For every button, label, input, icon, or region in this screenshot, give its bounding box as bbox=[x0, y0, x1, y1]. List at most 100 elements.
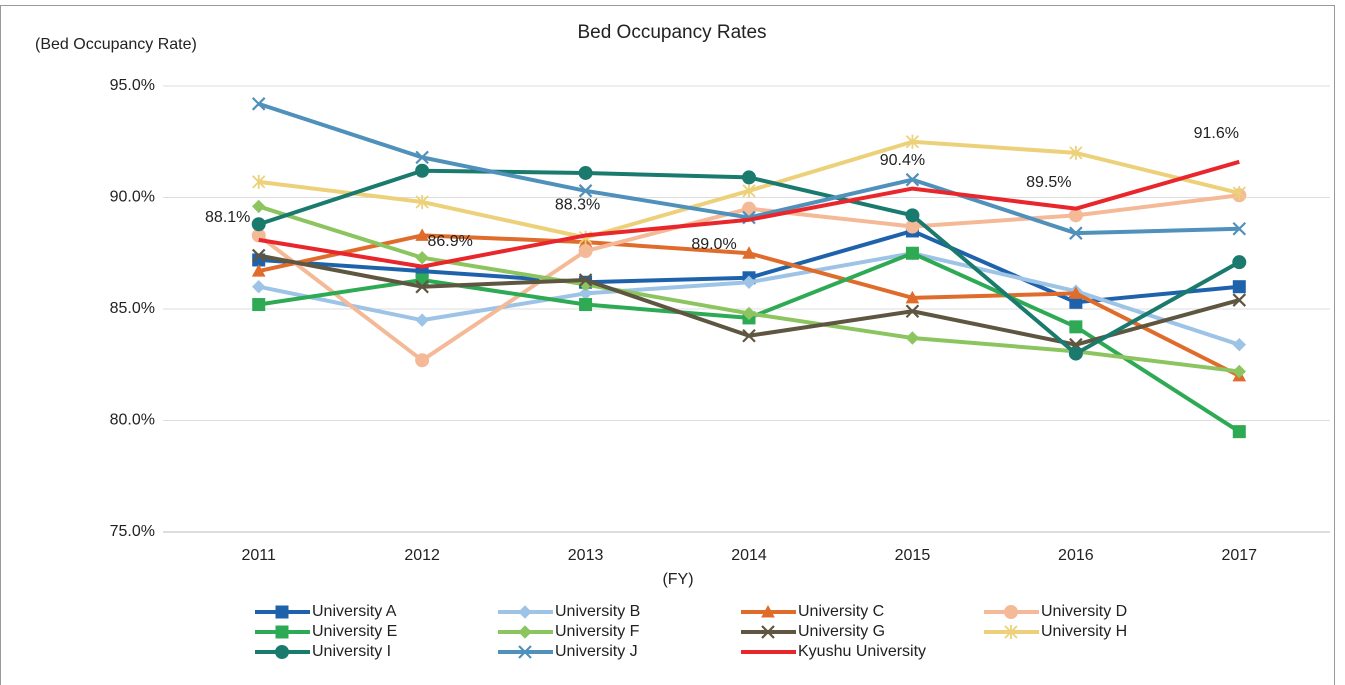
legend-label: University H bbox=[1041, 623, 1127, 640]
data-label: 89.0% bbox=[691, 236, 736, 253]
data-point bbox=[579, 298, 593, 312]
data-label: 86.9% bbox=[427, 233, 472, 250]
data-label: 90.4% bbox=[880, 152, 925, 169]
x-tick-label: 2017 bbox=[1221, 547, 1257, 564]
data-point bbox=[415, 313, 429, 327]
legend-label: University A bbox=[312, 603, 397, 620]
data-point bbox=[578, 165, 593, 180]
series bbox=[252, 134, 1246, 245]
series bbox=[258, 159, 1240, 269]
data-point bbox=[415, 228, 429, 241]
data-point bbox=[578, 273, 593, 287]
legend-marker bbox=[1004, 625, 1018, 639]
legend-label: University I bbox=[312, 643, 391, 660]
data-point bbox=[251, 248, 266, 263]
legend-marker bbox=[275, 645, 289, 659]
data-point bbox=[415, 353, 430, 368]
legend-marker bbox=[275, 625, 289, 639]
data-point bbox=[742, 183, 756, 198]
data-point bbox=[742, 306, 756, 321]
data-point bbox=[415, 194, 429, 209]
data-point bbox=[415, 279, 429, 294]
legend-label: University B bbox=[555, 603, 640, 620]
data-point bbox=[415, 163, 430, 178]
data-point bbox=[1068, 346, 1083, 361]
legend-marker bbox=[518, 605, 532, 619]
legend-marker bbox=[761, 604, 775, 618]
x-tick-label: 2013 bbox=[568, 547, 604, 564]
data-label: 88.1% bbox=[205, 209, 250, 226]
series bbox=[251, 188, 1247, 368]
legend-marker bbox=[518, 645, 532, 659]
x-tick-label: 2016 bbox=[1058, 547, 1094, 564]
legend-label: University G bbox=[798, 623, 885, 640]
x-tick-label: 2012 bbox=[404, 547, 440, 564]
y-tick-label: 75.0% bbox=[110, 523, 155, 540]
chart-frame bbox=[0, 5, 1335, 685]
data-point bbox=[1232, 186, 1246, 201]
data-point bbox=[415, 150, 429, 165]
data-point bbox=[742, 201, 756, 216]
legend-label: University J bbox=[555, 643, 638, 660]
series bbox=[251, 228, 1247, 382]
legend-label: Kyushu University bbox=[798, 643, 926, 660]
data-point bbox=[1232, 293, 1247, 307]
legend-label: University D bbox=[1041, 603, 1127, 620]
data-point bbox=[742, 246, 756, 259]
data-label: 88.3% bbox=[555, 197, 600, 214]
x-tick-label: 2015 bbox=[895, 547, 931, 564]
data-point bbox=[1232, 221, 1247, 236]
data-point bbox=[252, 298, 266, 312]
data-point bbox=[251, 264, 266, 277]
data-point bbox=[1069, 320, 1083, 334]
legend-marker bbox=[1004, 605, 1018, 619]
data-point bbox=[905, 246, 919, 260]
data-point bbox=[251, 217, 266, 232]
data-label: 89.5% bbox=[1026, 174, 1071, 191]
data-point bbox=[742, 275, 756, 289]
data-point bbox=[905, 134, 920, 149]
data-point bbox=[252, 174, 266, 189]
y-tick-label: 80.0% bbox=[110, 412, 155, 429]
x-tick-label: 2011 bbox=[242, 547, 277, 564]
data-point bbox=[905, 290, 920, 304]
legend-label: University F bbox=[555, 623, 640, 640]
legend-label: University E bbox=[312, 623, 397, 640]
data-point bbox=[578, 244, 593, 259]
series-line bbox=[258, 159, 1240, 269]
data-point bbox=[742, 170, 756, 185]
data-point bbox=[905, 304, 920, 319]
data-point bbox=[1069, 226, 1083, 240]
y-axis-label: (Bed Occupancy Rate) bbox=[35, 36, 197, 53]
data-point bbox=[905, 331, 920, 345]
data-point bbox=[415, 251, 429, 265]
data-point bbox=[1069, 145, 1083, 160]
data-point bbox=[1068, 208, 1083, 223]
legend-label: University C bbox=[798, 603, 884, 620]
legend-marker bbox=[518, 625, 532, 639]
data-point bbox=[1232, 255, 1247, 270]
x-tick-label: 2014 bbox=[731, 547, 767, 564]
data-label: 91.6% bbox=[1194, 125, 1239, 142]
data-point bbox=[1232, 280, 1246, 294]
y-tick-label: 95.0% bbox=[110, 77, 155, 94]
series bbox=[251, 97, 1247, 240]
series bbox=[251, 248, 1247, 352]
data-point bbox=[1232, 364, 1246, 379]
data-point bbox=[1232, 425, 1246, 439]
legend-marker bbox=[275, 605, 289, 619]
data-point bbox=[905, 208, 920, 223]
data-point bbox=[252, 279, 266, 294]
data-point bbox=[252, 199, 266, 214]
data-point bbox=[742, 328, 756, 343]
chart-title: Bed Occupancy Rates bbox=[577, 22, 766, 43]
data-point bbox=[578, 184, 593, 198]
x-axis-label: (FY) bbox=[662, 571, 693, 588]
series-line bbox=[258, 228, 1240, 305]
data-point bbox=[905, 172, 920, 187]
legend-marker bbox=[761, 625, 775, 639]
data-point bbox=[1069, 286, 1083, 299]
series bbox=[251, 163, 1247, 361]
data-point bbox=[251, 97, 266, 111]
